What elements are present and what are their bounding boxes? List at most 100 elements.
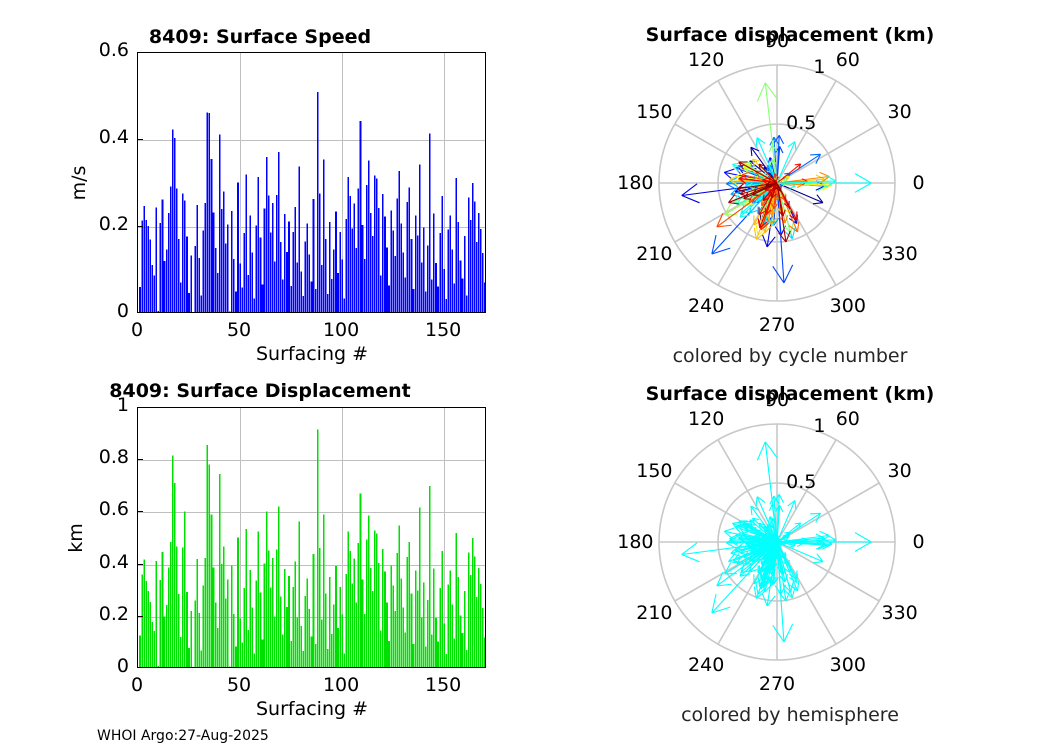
polar-vector-arrowhead — [767, 575, 772, 584]
polar-r-label: 0.5 — [786, 111, 817, 134]
polar-vector-arrowhead — [782, 209, 786, 217]
bar — [290, 641, 292, 667]
surface-displacement-plot-area — [137, 407, 486, 668]
bar — [463, 590, 466, 667]
polar-vector-arrowhead — [810, 512, 821, 515]
polar-theta-label: 330 — [881, 601, 918, 624]
polar-vector-arrowhead — [732, 194, 740, 203]
polar-vector-arrowhead — [756, 496, 766, 503]
polar-vector-arrowhead — [756, 82, 766, 102]
bar — [202, 585, 205, 667]
bar — [341, 259, 343, 312]
bar — [424, 291, 427, 312]
polar-grid-spoke — [776, 80, 837, 184]
polar-vector-arrowhead — [743, 192, 749, 199]
polar-theta-label: 240 — [688, 653, 725, 676]
bar — [227, 579, 229, 667]
polar-vector-arrowhead — [771, 552, 777, 558]
polar-r-label: 1 — [813, 55, 826, 78]
bar — [159, 580, 162, 667]
polar-vector — [756, 496, 778, 543]
bar — [365, 539, 368, 667]
polar-vector-arrowhead — [742, 530, 750, 535]
polar-vector-arrowhead — [797, 522, 802, 529]
polar-vector — [762, 182, 778, 201]
polar-vector-arrowhead — [747, 182, 753, 187]
polar-vector-arrowhead — [738, 174, 747, 179]
polar-vector-arrowhead — [743, 557, 752, 559]
polar-vector-arrowhead — [758, 522, 765, 526]
polar-vector-arrowhead — [752, 158, 760, 162]
bar — [288, 221, 290, 312]
polar-vector-arrowhead — [741, 174, 748, 180]
bar — [382, 548, 384, 667]
polar-vector-arrowhead — [825, 533, 837, 541]
polar-vector-arrowhead — [747, 541, 753, 546]
bar — [365, 184, 368, 312]
bar — [329, 577, 331, 667]
polar-grid-spoke — [776, 439, 837, 543]
bar — [339, 232, 341, 312]
polar-theta-label: 30 — [887, 460, 912, 483]
polar-vector-arrowhead — [770, 576, 777, 584]
bar — [384, 571, 386, 667]
bar — [416, 590, 419, 667]
polar-vector-arrowhead — [819, 530, 830, 537]
bar — [363, 259, 366, 312]
bar — [157, 665, 160, 667]
polar-vector-arrowhead — [755, 583, 759, 595]
bar — [437, 641, 439, 667]
bar — [404, 277, 407, 312]
bar — [410, 238, 413, 312]
bar — [147, 591, 149, 667]
polar-vector-arrowhead — [716, 224, 732, 228]
bar — [463, 236, 466, 312]
bar — [271, 203, 274, 312]
bar — [439, 588, 441, 667]
polar-vector — [776, 541, 787, 602]
bar — [271, 557, 274, 667]
bar — [200, 650, 203, 667]
bar — [353, 203, 356, 312]
bar — [216, 273, 219, 312]
bar — [369, 213, 372, 312]
polar-vector — [776, 182, 787, 243]
bar — [194, 600, 196, 667]
polar-vector-series — [681, 82, 872, 284]
bar — [388, 285, 390, 312]
polar-vector-arrowhead — [752, 517, 760, 521]
bar — [292, 587, 294, 667]
bar — [255, 225, 258, 312]
polar-vector-arrowhead — [785, 176, 790, 182]
polar-vector-arrowhead — [761, 593, 768, 607]
polar-vector-arrowhead — [756, 137, 766, 144]
polar-vector — [776, 494, 780, 543]
bar — [255, 580, 258, 667]
polar-theta-label: 0 — [912, 531, 925, 553]
polar-vector-arrowhead — [773, 203, 778, 210]
bar — [282, 634, 284, 667]
bar — [269, 232, 272, 312]
polar-vector-arrowhead — [780, 196, 786, 201]
polar-vector-arrowhead — [815, 544, 825, 550]
surface-speed-plot-area — [137, 52, 486, 313]
bar — [451, 249, 454, 312]
bar — [282, 279, 284, 312]
polar-vector-arrowhead — [780, 185, 782, 192]
bar — [298, 521, 301, 667]
polar-vector-arrowhead — [854, 182, 872, 193]
polar-vector-arrowhead — [765, 184, 772, 188]
x-tick-label: 100 — [322, 319, 360, 341]
bar — [243, 233, 245, 312]
bar — [220, 209, 223, 312]
bar — [406, 202, 409, 312]
bar — [337, 628, 339, 667]
polar-vector-arrowhead — [737, 547, 745, 552]
bar — [465, 650, 468, 667]
bar — [320, 264, 323, 312]
gridline-vertical — [342, 53, 344, 312]
gridline-horizontal — [138, 140, 485, 141]
polar-vector-arrowhead — [724, 168, 735, 173]
gridline-horizontal — [138, 616, 485, 618]
bar — [294, 561, 296, 667]
